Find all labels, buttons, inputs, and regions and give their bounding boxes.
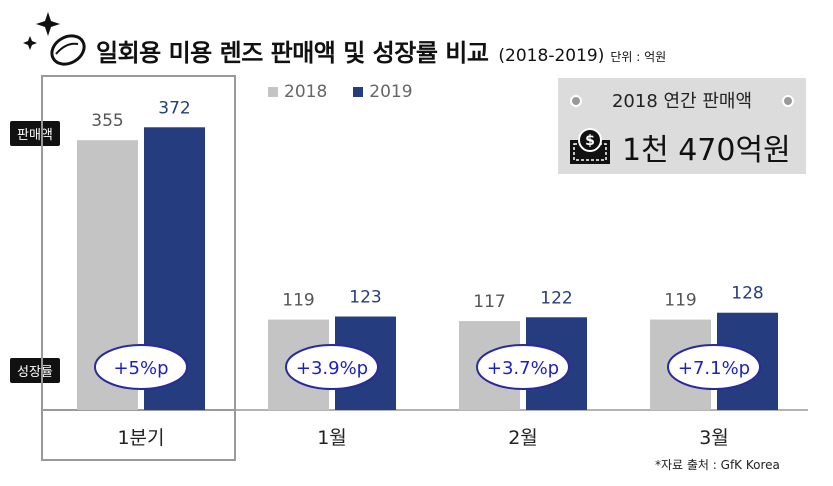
legend-swatch-2019 — [353, 87, 364, 97]
legend-item-2018: 2018 — [268, 82, 327, 102]
growth-label-3: +3.7%p — [487, 358, 559, 379]
annual-sales-label: 2018 연간 판매액 — [611, 91, 753, 112]
legend-label-2018: 2018 — [284, 82, 328, 102]
category-label-1: 1분기 — [117, 427, 164, 449]
growth-badge-1 — [94, 344, 188, 390]
data-label-2018-2: 119 — [282, 291, 314, 311]
data-label-2019-3: 122 — [540, 288, 572, 308]
box-right-dot-icon — [782, 95, 794, 107]
growth-label-1: +5%p — [113, 358, 168, 379]
category-label-4: 3월 — [699, 427, 729, 449]
data-label-2018-3: 117 — [473, 292, 505, 312]
annual-sales-box: 2018 연간 판매액 $ 1천 470억원 — [558, 78, 806, 174]
chart-unit-label: 단위 : 억원 — [610, 50, 667, 64]
data-label-2019-4: 128 — [731, 284, 763, 304]
category-label-2: 1월 — [317, 427, 347, 449]
sales-side-label: 판매액 — [10, 121, 60, 146]
growth-side-label: 성장률 — [10, 358, 60, 383]
legend-item-2019: 2019 — [353, 82, 413, 102]
money-bag-icon: $ — [570, 128, 610, 164]
chart-title: 일회용 미용 렌즈 판매액 및 성장률 비교 (2018-2019) 단위 : 억원 — [96, 33, 666, 68]
title-area: 일회용 미용 렌즈 판매액 및 성장률 비교 (2018-2019) 단위 : 억원 — [8, 8, 768, 68]
svg-text:$: $ — [585, 133, 595, 149]
chart-title-period: (2018-2019) — [498, 46, 605, 66]
growth-label-2: +3.9%p — [296, 358, 368, 379]
source-note: *자료 출처 : GfK Korea — [655, 458, 780, 472]
data-label-2018-1: 355 — [91, 111, 123, 131]
legend-label-2019: 2019 — [369, 82, 413, 102]
growth-label-4: +7.1%p — [678, 358, 750, 379]
growth-badge-4 — [667, 344, 761, 390]
growth-badge-3 — [476, 344, 570, 390]
lens-sparkle-icon — [23, 12, 86, 66]
box-left-dot-icon — [570, 95, 582, 107]
data-label-2018-4: 119 — [664, 291, 696, 311]
growth-badge-2 — [285, 344, 379, 390]
data-label-2019-1: 372 — [158, 98, 190, 118]
legend-swatch-2018 — [268, 87, 278, 97]
data-label-2019-2: 123 — [349, 288, 381, 308]
legend: 2018 2019 — [268, 82, 413, 102]
annual-sales-value: 1천 470억원 — [622, 133, 791, 168]
highlight-frame — [41, 75, 236, 461]
chart-title-main: 일회용 미용 렌즈 판매액 및 성장률 비교 — [96, 39, 489, 67]
category-label-3: 2월 — [508, 427, 538, 449]
